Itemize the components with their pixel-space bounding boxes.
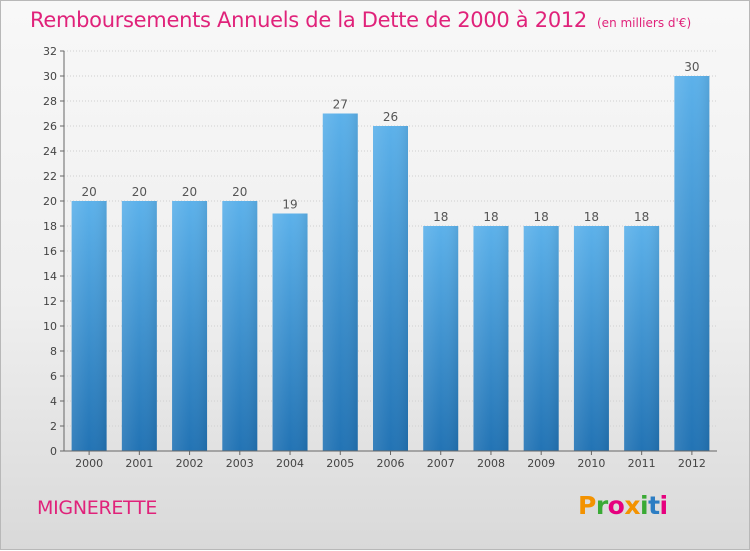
x-tick-label: 2008: [477, 457, 505, 470]
y-tick-label: 32: [43, 45, 57, 58]
bar-shine: [272, 213, 308, 451]
y-tick-label: 26: [43, 120, 57, 133]
x-tick-label: 2011: [628, 457, 656, 470]
bars: [71, 76, 710, 451]
logo-letter: r: [595, 491, 608, 520]
proxiti-logo: Proxiti: [578, 491, 668, 520]
bar-shine: [473, 226, 509, 451]
y-tick-label: 12: [43, 295, 57, 308]
x-tick-label: 2012: [678, 457, 706, 470]
x-tick-label: 2005: [326, 457, 354, 470]
logo-letter: P: [578, 491, 596, 520]
data-label: 18: [634, 210, 649, 224]
data-label: 30: [684, 60, 699, 74]
bar-shine: [573, 226, 609, 451]
bar-shine: [121, 201, 157, 451]
y-tick-label: 20: [43, 195, 57, 208]
bar-shine: [172, 201, 208, 451]
x-tick-label: 2009: [527, 457, 555, 470]
bar-shine: [71, 201, 107, 451]
y-tick-label: 0: [50, 445, 57, 458]
bar-shine: [674, 76, 710, 451]
data-label: 27: [333, 98, 348, 112]
y-tick-label: 6: [50, 370, 57, 383]
data-label: 20: [81, 185, 96, 199]
data-label: 20: [182, 185, 197, 199]
bar-shine: [373, 126, 408, 451]
x-tick-label: 2006: [377, 457, 405, 470]
x-tick-label: 2000: [75, 457, 103, 470]
data-label: 20: [132, 185, 147, 199]
y-tick-label: 22: [43, 170, 57, 183]
data-labels: 20 20 20 20 19 27 26 18 18 18 18 18 30: [81, 60, 699, 224]
chart-title-text: Remboursements Annuels de la Dette de 20…: [30, 8, 587, 32]
data-label: 18: [433, 210, 448, 224]
chart-title: Remboursements Annuels de la Dette de 20…: [30, 8, 691, 32]
logo-letter: o: [607, 491, 625, 520]
data-label: 18: [483, 210, 498, 224]
bar-shine: [423, 226, 459, 451]
y-tick-label: 16: [43, 245, 57, 258]
logo-letter: x: [624, 491, 640, 520]
y-tick-label: 4: [50, 395, 57, 408]
x-tick-label: 2007: [427, 457, 455, 470]
commune-name: MIGNERETTE: [37, 497, 158, 519]
y-tick-label: 24: [43, 145, 57, 158]
bar-shine: [322, 113, 358, 451]
y-tick-label: 14: [43, 270, 57, 283]
logo-letter: i: [640, 491, 649, 520]
data-label: 26: [383, 110, 398, 124]
bar-shine: [222, 201, 258, 451]
data-label: 19: [282, 198, 297, 212]
y-tick-label: 18: [43, 220, 57, 233]
logo-letter: t: [648, 491, 660, 520]
x-tick-label: 2003: [226, 457, 254, 470]
y-tick-label: 8: [50, 345, 57, 358]
x-tick-label: 2002: [176, 457, 204, 470]
y-tick-label: 2: [50, 420, 57, 433]
x-tick-label: 2010: [577, 457, 605, 470]
bar-shine: [624, 226, 660, 451]
data-label: 20: [232, 185, 247, 199]
bar-shine: [523, 226, 559, 451]
unit-note: (en milliers d'€): [597, 16, 692, 30]
data-label: 18: [584, 210, 599, 224]
data-label: 18: [534, 210, 549, 224]
y-tick-label: 28: [43, 95, 57, 108]
y-tick-label: 10: [43, 320, 57, 333]
logo-letter: i: [659, 491, 669, 520]
x-tick-label: 2001: [125, 457, 153, 470]
x-tick-label: 2004: [276, 457, 304, 470]
y-tick-label: 30: [43, 70, 57, 83]
